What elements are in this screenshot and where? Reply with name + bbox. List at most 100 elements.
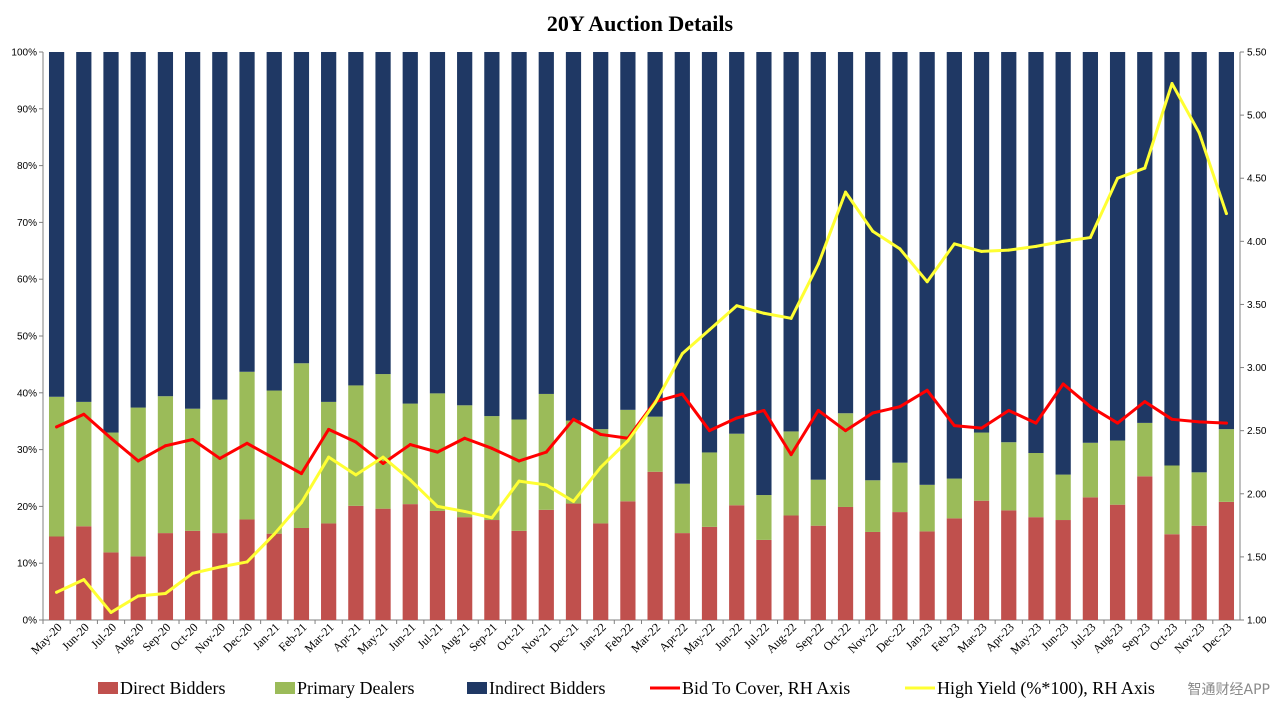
bar-indirect-bidders: [1137, 52, 1153, 423]
point-bid-to-cover-rh-axis: [925, 388, 929, 392]
legend-swatch-direct-bidders: [98, 682, 118, 694]
point-bid-to-cover-rh-axis: [1007, 408, 1011, 412]
right-tick-label: 4.50: [1247, 174, 1267, 185]
bar-direct-bidders: [756, 539, 772, 620]
bar-indirect-bidders: [293, 52, 310, 364]
bar-direct-bidders: [48, 536, 65, 620]
point-bid-to-cover-rh-axis: [435, 450, 439, 454]
bar-primary-dealers: [674, 483, 690, 534]
point-high-yield-100-rh-axis: [136, 594, 140, 598]
bar-primary-dealers: [1191, 472, 1207, 526]
bar-direct-bidders: [348, 505, 364, 620]
bar-direct-bidders: [103, 552, 119, 620]
right-tick-label: 5.00: [1247, 111, 1267, 122]
point-bid-to-cover-rh-axis: [1143, 400, 1147, 404]
bar-direct-bidders: [130, 556, 146, 620]
x-tick-label: Aug-22: [763, 620, 799, 656]
bar-direct-bidders: [865, 531, 881, 620]
bar-primary-dealers: [511, 419, 527, 531]
x-tick-label: Jun-22: [712, 620, 745, 653]
x-tick-label: Dec-21: [547, 620, 582, 655]
bar-indirect-bidders: [130, 52, 146, 408]
bar-direct-bidders: [729, 505, 745, 620]
x-tick-label: May-21: [354, 620, 391, 657]
bar-primary-dealers: [1055, 474, 1071, 521]
watermark: 智通财经APP: [1188, 682, 1270, 698]
bar-indirect-bidders: [865, 52, 881, 481]
point-high-yield-100-rh-axis: [1061, 239, 1065, 243]
point-bid-to-cover-rh-axis: [571, 417, 575, 421]
bar-primary-dealers: [919, 484, 935, 532]
bar-primary-dealers: [1218, 429, 1235, 502]
point-high-yield-100-rh-axis: [82, 578, 86, 582]
left-tick-label: 80%: [17, 161, 37, 172]
point-bid-to-cover-rh-axis: [82, 412, 86, 416]
x-tick-label: May-22: [681, 620, 718, 657]
point-high-yield-100-rh-axis: [517, 479, 521, 483]
x-tick-label: Mar-21: [302, 620, 337, 655]
bar-direct-bidders: [1191, 525, 1207, 620]
bar-primary-dealers: [1082, 442, 1098, 498]
point-high-yield-100-rh-axis: [871, 229, 875, 233]
point-bid-to-cover-rh-axis: [490, 446, 494, 450]
x-tick-label: Dec-20: [220, 620, 255, 655]
left-tick-label: 90%: [17, 104, 37, 115]
bar-primary-dealers: [647, 416, 663, 472]
point-bid-to-cover-rh-axis: [517, 459, 521, 463]
bar-direct-bidders: [701, 526, 718, 620]
point-high-yield-100-rh-axis: [408, 478, 412, 482]
bar-primary-dealers: [593, 429, 609, 524]
point-bid-to-cover-rh-axis: [1197, 420, 1201, 424]
point-high-yield-100-rh-axis: [762, 311, 766, 315]
left-tick-label: 0%: [23, 616, 38, 627]
x-tick-label: Nov-21: [519, 620, 555, 656]
point-bid-to-cover-rh-axis: [1088, 405, 1092, 409]
bar-primary-dealers: [239, 371, 255, 520]
bar-direct-bidders: [429, 510, 446, 620]
point-bid-to-cover-rh-axis: [109, 436, 113, 440]
right-tick-label: 2.00: [1247, 489, 1267, 500]
bar-primary-dealers: [484, 416, 500, 521]
bar-indirect-bidders: [511, 52, 527, 420]
bar-primary-dealers: [266, 390, 282, 534]
x-tick-label: May-23: [1007, 620, 1044, 657]
x-axis: May-20Jun-20Jul-20Aug-20Sep-20Oct-20Nov-…: [28, 620, 1235, 657]
bar-primary-dealers: [756, 495, 772, 540]
bar-indirect-bidders: [239, 52, 255, 372]
x-tick-label: Sep-20: [140, 620, 174, 654]
right-tick-label: 1.50: [1247, 552, 1267, 563]
point-high-yield-100-rh-axis: [816, 262, 820, 266]
point-bid-to-cover-rh-axis: [1224, 421, 1228, 425]
point-bid-to-cover-rh-axis: [952, 424, 956, 428]
bar-direct-bidders: [538, 509, 554, 620]
bar-direct-bidders: [457, 517, 473, 620]
bar-direct-bidders: [1164, 534, 1180, 620]
line-bid-to-cover-rh-axis: [55, 382, 1228, 476]
bar-indirect-bidders: [919, 52, 935, 485]
point-high-yield-100-rh-axis: [490, 516, 494, 520]
point-high-yield-100-rh-axis: [191, 571, 195, 575]
bar-direct-bidders: [1218, 501, 1235, 620]
bar-direct-bidders: [76, 526, 92, 620]
bar-indirect-bidders: [1164, 52, 1180, 466]
bar-indirect-bidders: [729, 52, 745, 434]
bar-primary-dealers: [321, 401, 337, 524]
point-bid-to-cover-rh-axis: [980, 426, 984, 430]
bar-primary-dealers: [946, 478, 962, 519]
bar-primary-dealers: [457, 405, 473, 518]
bar-direct-bidders: [946, 518, 962, 620]
bar-primary-dealers: [185, 408, 201, 531]
left-tick-label: 20%: [17, 502, 37, 513]
bar-indirect-bidders: [1055, 52, 1071, 475]
bar-indirect-bidders: [375, 52, 391, 375]
bar-indirect-bidders: [266, 52, 282, 391]
point-bid-to-cover-rh-axis: [381, 461, 385, 465]
bar-indirect-bidders: [429, 52, 446, 394]
point-bid-to-cover-rh-axis: [327, 427, 331, 431]
left-tick-label: 60%: [17, 275, 37, 286]
point-bid-to-cover-rh-axis: [354, 440, 358, 444]
bar-indirect-bidders: [756, 52, 772, 496]
point-bid-to-cover-rh-axis: [218, 456, 222, 460]
point-high-yield-100-rh-axis: [435, 504, 439, 508]
